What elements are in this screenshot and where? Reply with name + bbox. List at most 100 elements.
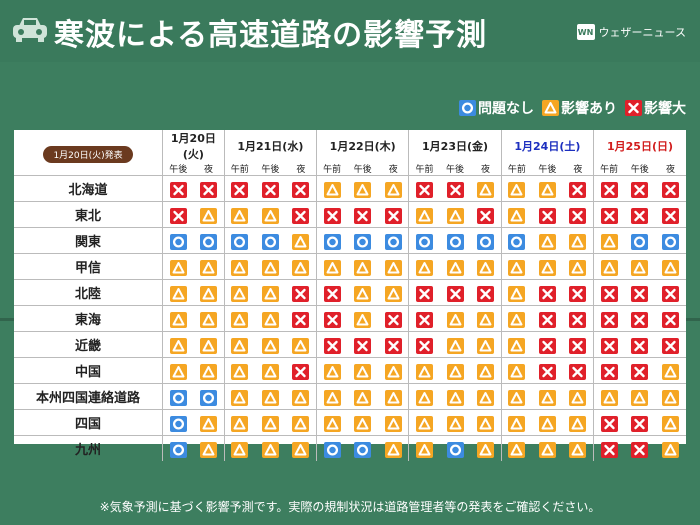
triangle-icon: [416, 389, 433, 406]
forecast-cell: [285, 331, 317, 358]
forecast-cell: [193, 435, 225, 461]
triangle-icon: [416, 415, 433, 432]
forecast-cell: [285, 409, 317, 436]
triangle-icon: [508, 363, 526, 380]
circle-icon: [169, 233, 187, 250]
forecast-cell: [193, 357, 225, 384]
forecast-cell: [593, 409, 625, 436]
forecast-cell: [378, 331, 409, 358]
forecast-cell: [593, 331, 625, 358]
cross-icon: [292, 207, 310, 224]
triangle-icon: [354, 389, 372, 406]
forecast-cell: [285, 201, 317, 228]
triangle-icon: [292, 441, 310, 458]
triangle-icon: [477, 259, 495, 276]
cross-icon: [662, 285, 680, 302]
triangle-icon: [384, 285, 402, 302]
forecast-cell: [531, 201, 563, 228]
forecast-cell: [316, 409, 348, 436]
forecast-cell: [593, 383, 625, 410]
forecast-cell: [624, 227, 656, 254]
table-row: 中国: [14, 357, 686, 384]
triangle-icon: [354, 285, 372, 302]
cross-icon: [323, 337, 341, 354]
header-bar: 寒波による高速道路の影響予測 WN ウェザーニュース: [0, 0, 700, 62]
triangle-icon: [261, 363, 279, 380]
legend-item-impact: 影響あり: [542, 98, 617, 118]
triangle-icon: [323, 389, 341, 406]
forecast-cell: [347, 435, 379, 461]
forecast-cell: [316, 383, 348, 410]
forecast-cell: [162, 357, 194, 384]
forecast-cell: [439, 227, 471, 254]
triangle-icon: [354, 181, 372, 198]
day-header: 1月23日(金): [408, 130, 502, 162]
forecast-cell: [254, 279, 286, 306]
forecast-cell: [624, 175, 656, 202]
triangle-icon: [538, 441, 556, 458]
table-row: 四国: [14, 409, 686, 436]
forecast-cell: [223, 227, 255, 254]
forecast-cell: [378, 201, 409, 228]
cross-icon: [384, 311, 402, 328]
forecast-cell: [655, 305, 686, 332]
triangle-icon: [384, 415, 402, 432]
forecast-cell: [470, 409, 502, 436]
triangle-icon: [508, 415, 526, 432]
forecast-cell: [562, 305, 594, 332]
triangle-icon: [477, 389, 495, 406]
triangle-icon: [169, 337, 187, 354]
triangle-icon: [323, 363, 341, 380]
forecast-cell: [470, 305, 502, 332]
forecast-cell: [378, 383, 409, 410]
cross-icon: [631, 415, 649, 432]
triangle-icon: [354, 415, 372, 432]
forecast-cell: [531, 435, 563, 461]
cross-icon: [354, 207, 372, 224]
triangle-icon: [538, 233, 556, 250]
forecast-cell: [378, 409, 409, 436]
triangle-icon: [354, 363, 372, 380]
forecast-cell: [439, 435, 471, 461]
triangle-icon: [538, 415, 556, 432]
forecast-cell: [408, 383, 440, 410]
forecast-cell: [470, 253, 502, 280]
forecast-cell: [347, 383, 379, 410]
region-name: 東海: [14, 305, 163, 332]
forecast-cell: [254, 331, 286, 358]
triangle-icon: [508, 259, 526, 276]
forecast-cell: [162, 435, 194, 461]
forecast-cell: [562, 357, 594, 384]
day-header: 1月25日(日): [593, 130, 686, 162]
triangle-icon: [261, 389, 279, 406]
forecast-cell: [285, 175, 317, 202]
forecast-cell: [655, 435, 686, 461]
forecast-cell: [408, 331, 440, 358]
forecast-cell: [470, 201, 502, 228]
forecast-cell: [347, 279, 379, 306]
triangle-icon: [231, 285, 249, 302]
car-icon: [13, 18, 47, 42]
triangle-icon: [231, 389, 249, 406]
cross-icon: [600, 207, 618, 224]
forecast-cell: [408, 279, 440, 306]
region-name: 甲信: [14, 253, 163, 280]
triangle-icon: [508, 441, 526, 458]
forecast-cell: [193, 305, 225, 332]
triangle-icon: [200, 415, 218, 432]
cross-icon: [538, 311, 556, 328]
forecast-cell: [223, 435, 255, 461]
region-name: 中国: [14, 357, 163, 384]
forecast-cell: [593, 357, 625, 384]
forecast-cell: [254, 383, 286, 410]
table-row: 本州四国連絡道路: [14, 383, 686, 410]
forecast-cell: [500, 409, 532, 436]
table-row: 北陸: [14, 279, 686, 306]
triangle-icon: [600, 233, 618, 250]
triangle-icon: [200, 259, 218, 276]
triangle-icon: [538, 181, 556, 198]
forecast-cell: [439, 175, 471, 202]
time-slot-label: 夜: [481, 165, 491, 175]
forecast-cell: [624, 201, 656, 228]
triangle-icon: [446, 207, 464, 224]
